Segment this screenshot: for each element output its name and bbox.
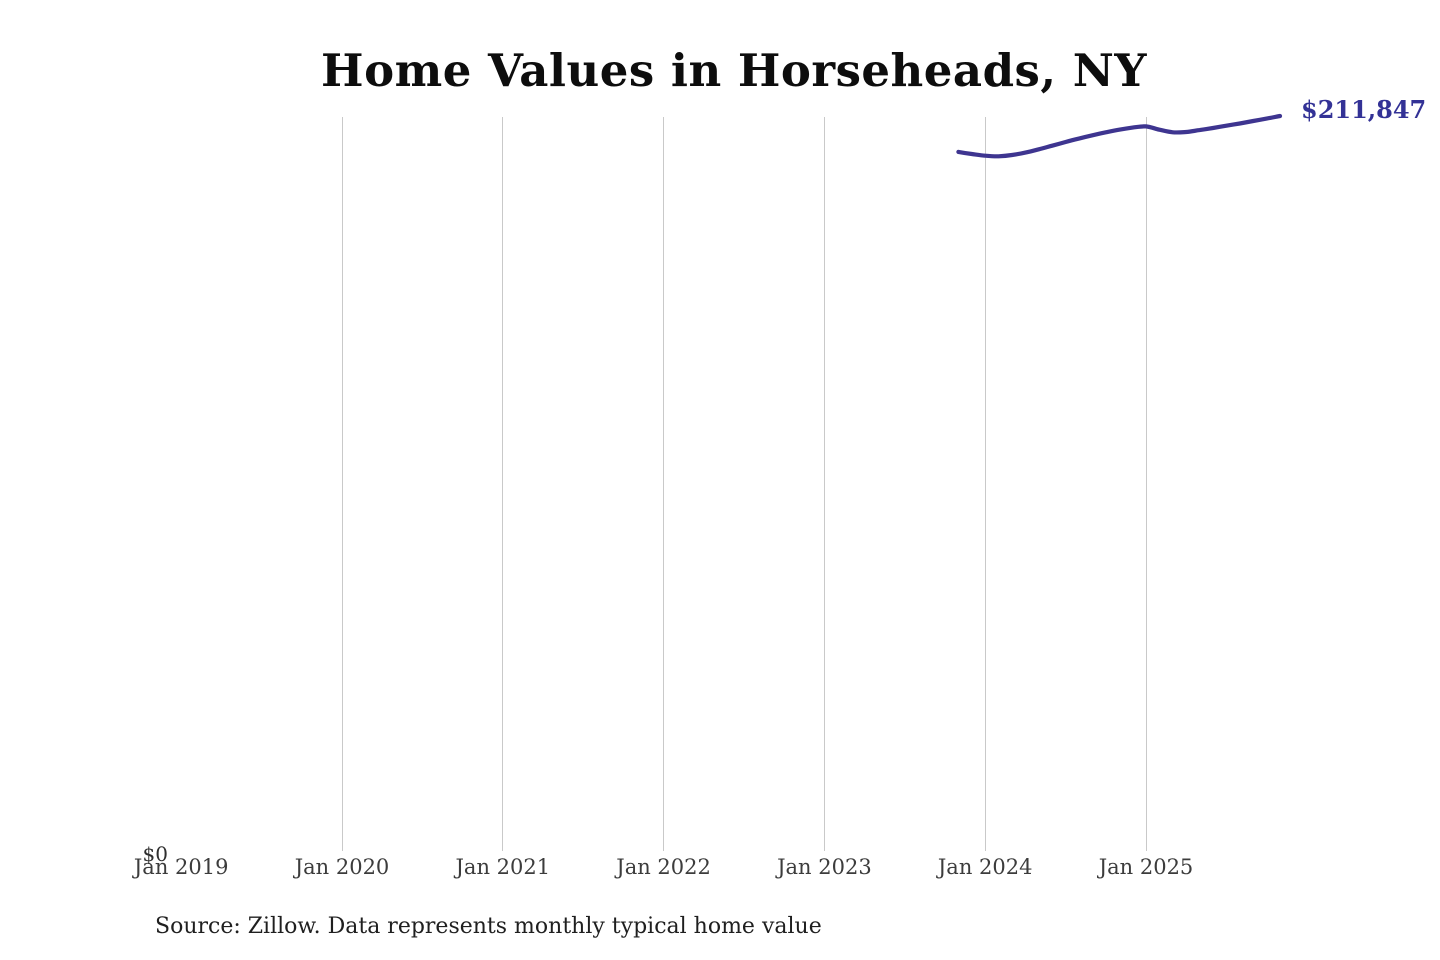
x-tick-label-jan-2025: Jan 2025 <box>1098 855 1194 879</box>
y-axis-zero-label: $0 <box>142 842 168 866</box>
x-tick-label-jan-2022: Jan 2022 <box>616 855 711 879</box>
gridline-jan-2020 <box>341 117 343 851</box>
x-tick-label-jan-2024: Jan 2024 <box>937 855 1033 879</box>
x-tick-label-jan-2019: Jan 2019 <box>133 855 229 879</box>
gridline-jan-2022 <box>663 117 665 851</box>
x-tick-label-jan-2020: Jan 2020 <box>294 855 390 879</box>
home-value-line <box>956 113 1283 159</box>
source-note: Source: Zillow. Data represents monthly … <box>155 914 822 939</box>
end-value-label: $211,847 <box>1301 95 1427 124</box>
chart-title: Home Values in Horseheads, NY <box>321 44 1147 97</box>
x-tick-label-jan-2021: Jan 2021 <box>455 855 551 879</box>
gridline-jan-2021 <box>502 117 504 851</box>
gridline-jan-2024 <box>984 117 986 851</box>
gridline-jan-2025 <box>1145 117 1147 851</box>
x-tick-label-jan-2023: Jan 2023 <box>777 855 872 879</box>
gridline-jan-2023 <box>823 117 825 851</box>
